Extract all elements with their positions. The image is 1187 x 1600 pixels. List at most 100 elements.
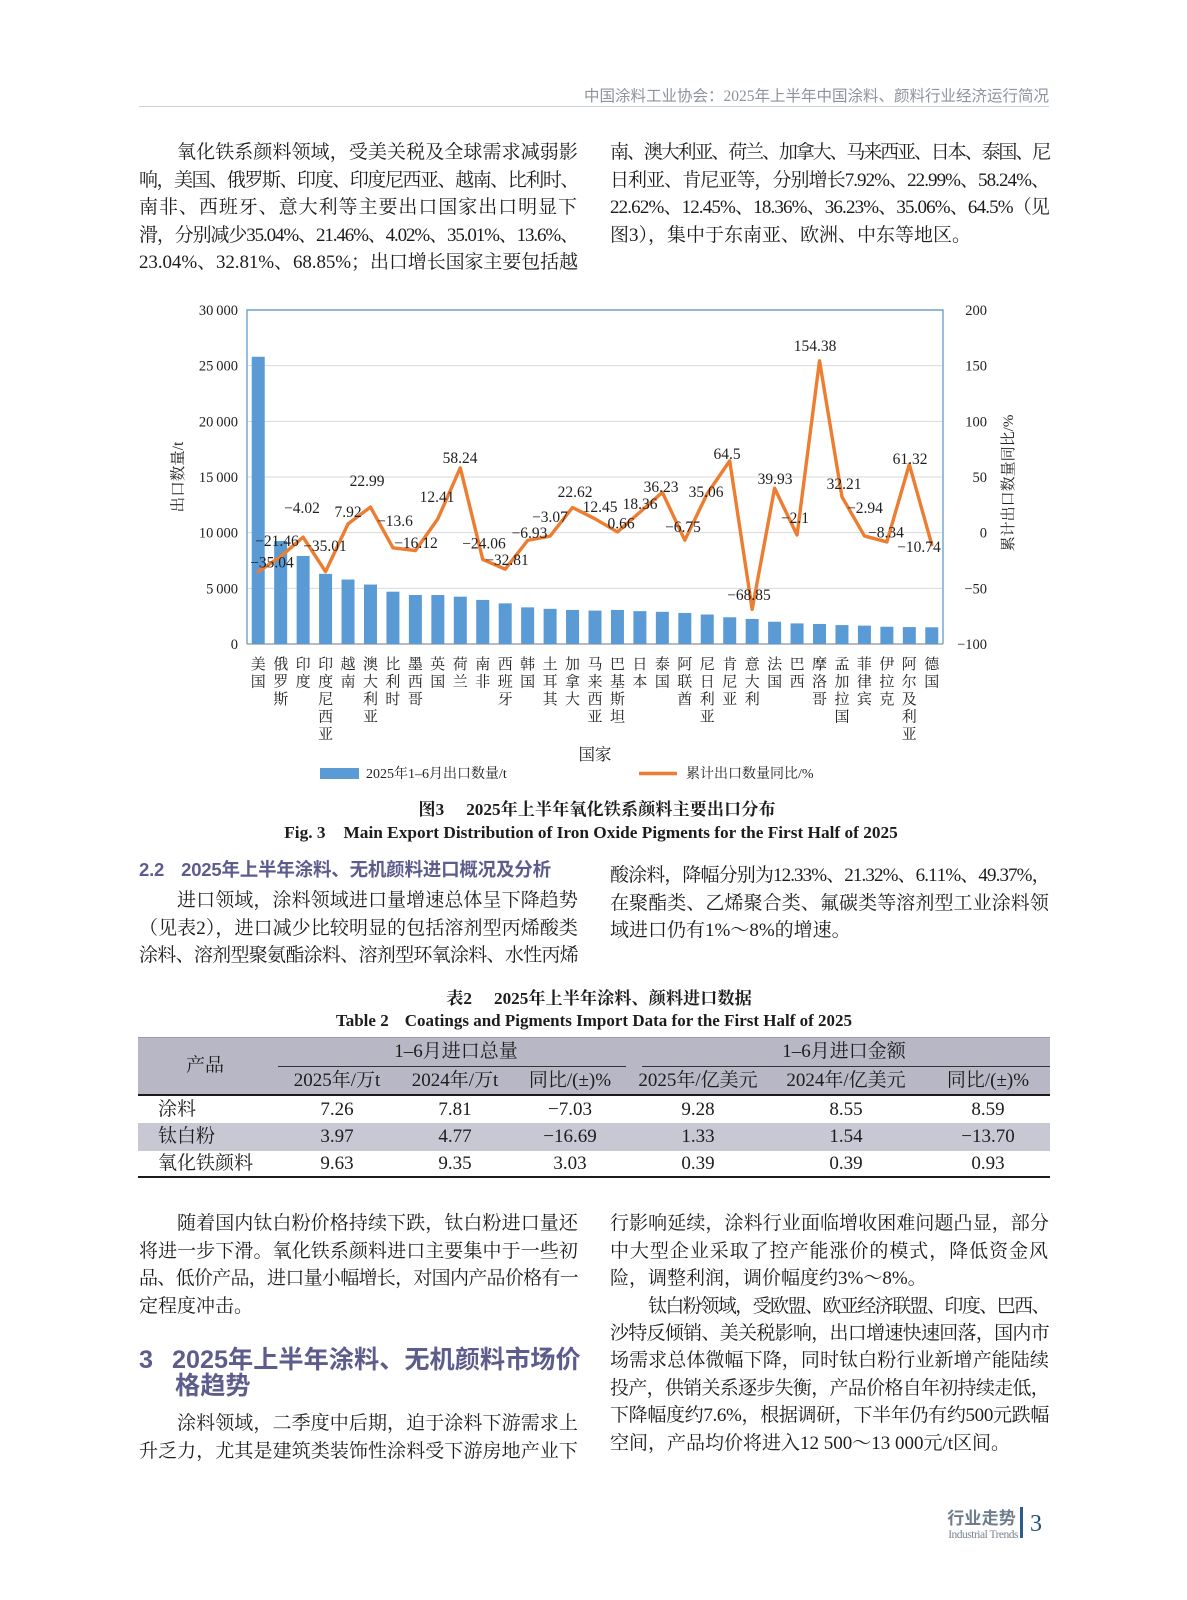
svg-text:大: 大 [745, 673, 760, 690]
svg-text:−6.75: −6.75 [665, 519, 701, 536]
svg-text:法: 法 [767, 656, 783, 673]
svg-text:−21.46: −21.46 [255, 533, 299, 550]
svg-text:印: 印 [318, 656, 333, 673]
svg-text:国: 国 [767, 673, 782, 690]
svg-text:墨: 墨 [408, 656, 423, 673]
svg-text:巴: 巴 [790, 656, 805, 673]
svg-text:南: 南 [340, 673, 355, 690]
svg-text:基: 基 [610, 672, 625, 690]
svg-text:−3.07: −3.07 [532, 509, 568, 526]
svg-text:18.36: 18.36 [623, 496, 658, 513]
svg-text:度: 度 [318, 672, 333, 690]
svg-text:斯: 斯 [273, 691, 288, 708]
svg-text:尼: 尼 [700, 656, 715, 673]
svg-text:牙: 牙 [498, 691, 513, 708]
svg-text:−2.1: −2.1 [781, 510, 809, 527]
svg-text:150: 150 [965, 359, 987, 375]
svg-text:利: 利 [902, 708, 917, 725]
svg-text:洛: 洛 [812, 673, 827, 690]
svg-text:兰: 兰 [453, 673, 468, 690]
svg-text:巴: 巴 [610, 656, 625, 673]
svg-text:100: 100 [965, 414, 987, 430]
svg-text:0.66: 0.66 [607, 516, 634, 533]
svg-text:哥: 哥 [408, 691, 423, 708]
svg-text:利: 利 [700, 691, 715, 708]
svg-text:利: 利 [363, 691, 378, 708]
svg-text:孟: 孟 [834, 656, 849, 673]
svg-text:澳: 澳 [363, 656, 378, 673]
svg-text:坦: 坦 [610, 708, 625, 725]
svg-text:酋: 酋 [677, 691, 692, 708]
svg-text:35.06: 35.06 [689, 484, 724, 501]
svg-text:国: 国 [924, 673, 939, 690]
svg-text:其: 其 [543, 691, 559, 708]
svg-text:西: 西 [408, 673, 423, 690]
svg-text:利: 利 [745, 691, 760, 708]
svg-text:越: 越 [340, 656, 355, 673]
svg-text:−2.94: −2.94 [847, 500, 883, 517]
svg-text:36.23: 36.23 [644, 479, 679, 496]
svg-text:32.21: 32.21 [827, 476, 862, 493]
svg-text:出口数量/t: 出口数量/t [169, 441, 187, 512]
svg-text:比: 比 [385, 656, 400, 673]
svg-text:俄: 俄 [273, 656, 288, 673]
svg-text:律: 律 [857, 673, 872, 690]
svg-text:22.62: 22.62 [558, 484, 593, 501]
svg-text:国: 国 [251, 673, 266, 690]
svg-text:国家: 国家 [579, 745, 612, 764]
svg-text:度: 度 [296, 672, 311, 690]
svg-text:−6.93: −6.93 [512, 525, 548, 542]
svg-text:泰: 泰 [655, 656, 670, 673]
svg-text:−24.06: −24.06 [462, 536, 506, 553]
svg-text:−32.81: −32.81 [485, 552, 529, 569]
svg-text:−13.6: −13.6 [377, 513, 413, 530]
svg-text:韩: 韩 [520, 655, 535, 673]
svg-text:非: 非 [475, 673, 490, 690]
svg-text:印: 印 [296, 656, 311, 673]
svg-text:拉: 拉 [879, 673, 894, 690]
svg-text:荷: 荷 [453, 655, 468, 673]
svg-text:肯: 肯 [722, 656, 737, 673]
svg-text:−50: −50 [964, 581, 987, 597]
svg-text:拉: 拉 [834, 691, 849, 708]
svg-text:摩: 摩 [812, 656, 827, 673]
svg-text:30 000: 30 000 [199, 303, 238, 319]
svg-text:国: 国 [430, 673, 445, 690]
svg-text:哥: 哥 [812, 691, 827, 708]
svg-text:克: 克 [879, 690, 894, 708]
svg-text:亚: 亚 [587, 708, 602, 725]
svg-text:−8.34: −8.34 [868, 525, 904, 542]
svg-text:12.45: 12.45 [583, 499, 618, 516]
svg-text:西: 西 [790, 673, 805, 690]
svg-text:0: 0 [980, 526, 987, 542]
svg-text:154.38: 154.38 [794, 338, 837, 355]
svg-text:25 000: 25 000 [199, 359, 238, 375]
svg-text:22.99: 22.99 [350, 473, 385, 490]
svg-text:58.24: 58.24 [443, 450, 478, 467]
svg-text:亚: 亚 [363, 708, 378, 725]
svg-text:尔: 尔 [902, 673, 917, 690]
svg-text:加: 加 [565, 656, 580, 673]
svg-text:宾: 宾 [857, 691, 872, 708]
svg-text:大: 大 [565, 691, 580, 708]
svg-text:日: 日 [700, 673, 715, 690]
svg-text:大: 大 [363, 673, 378, 690]
svg-text:土: 土 [543, 656, 558, 673]
svg-text:本: 本 [632, 673, 647, 690]
svg-text:马: 马 [587, 656, 602, 673]
svg-text:伊: 伊 [879, 656, 894, 673]
svg-text:200: 200 [965, 303, 987, 319]
svg-text:日: 日 [632, 656, 647, 673]
svg-text:阿: 阿 [902, 656, 917, 673]
svg-text:及: 及 [902, 691, 917, 708]
svg-text:德: 德 [924, 656, 940, 673]
svg-text:时: 时 [385, 691, 400, 708]
svg-text:−100: −100 [957, 637, 987, 653]
svg-text:亚: 亚 [902, 726, 917, 743]
svg-text:0: 0 [231, 637, 238, 653]
svg-text:国: 国 [655, 673, 670, 690]
svg-text:累计出口数量同比/%: 累计出口数量同比/% [686, 765, 814, 782]
svg-text:尼: 尼 [722, 673, 737, 690]
svg-text:12.41: 12.41 [420, 489, 455, 506]
svg-text:联: 联 [677, 673, 692, 690]
